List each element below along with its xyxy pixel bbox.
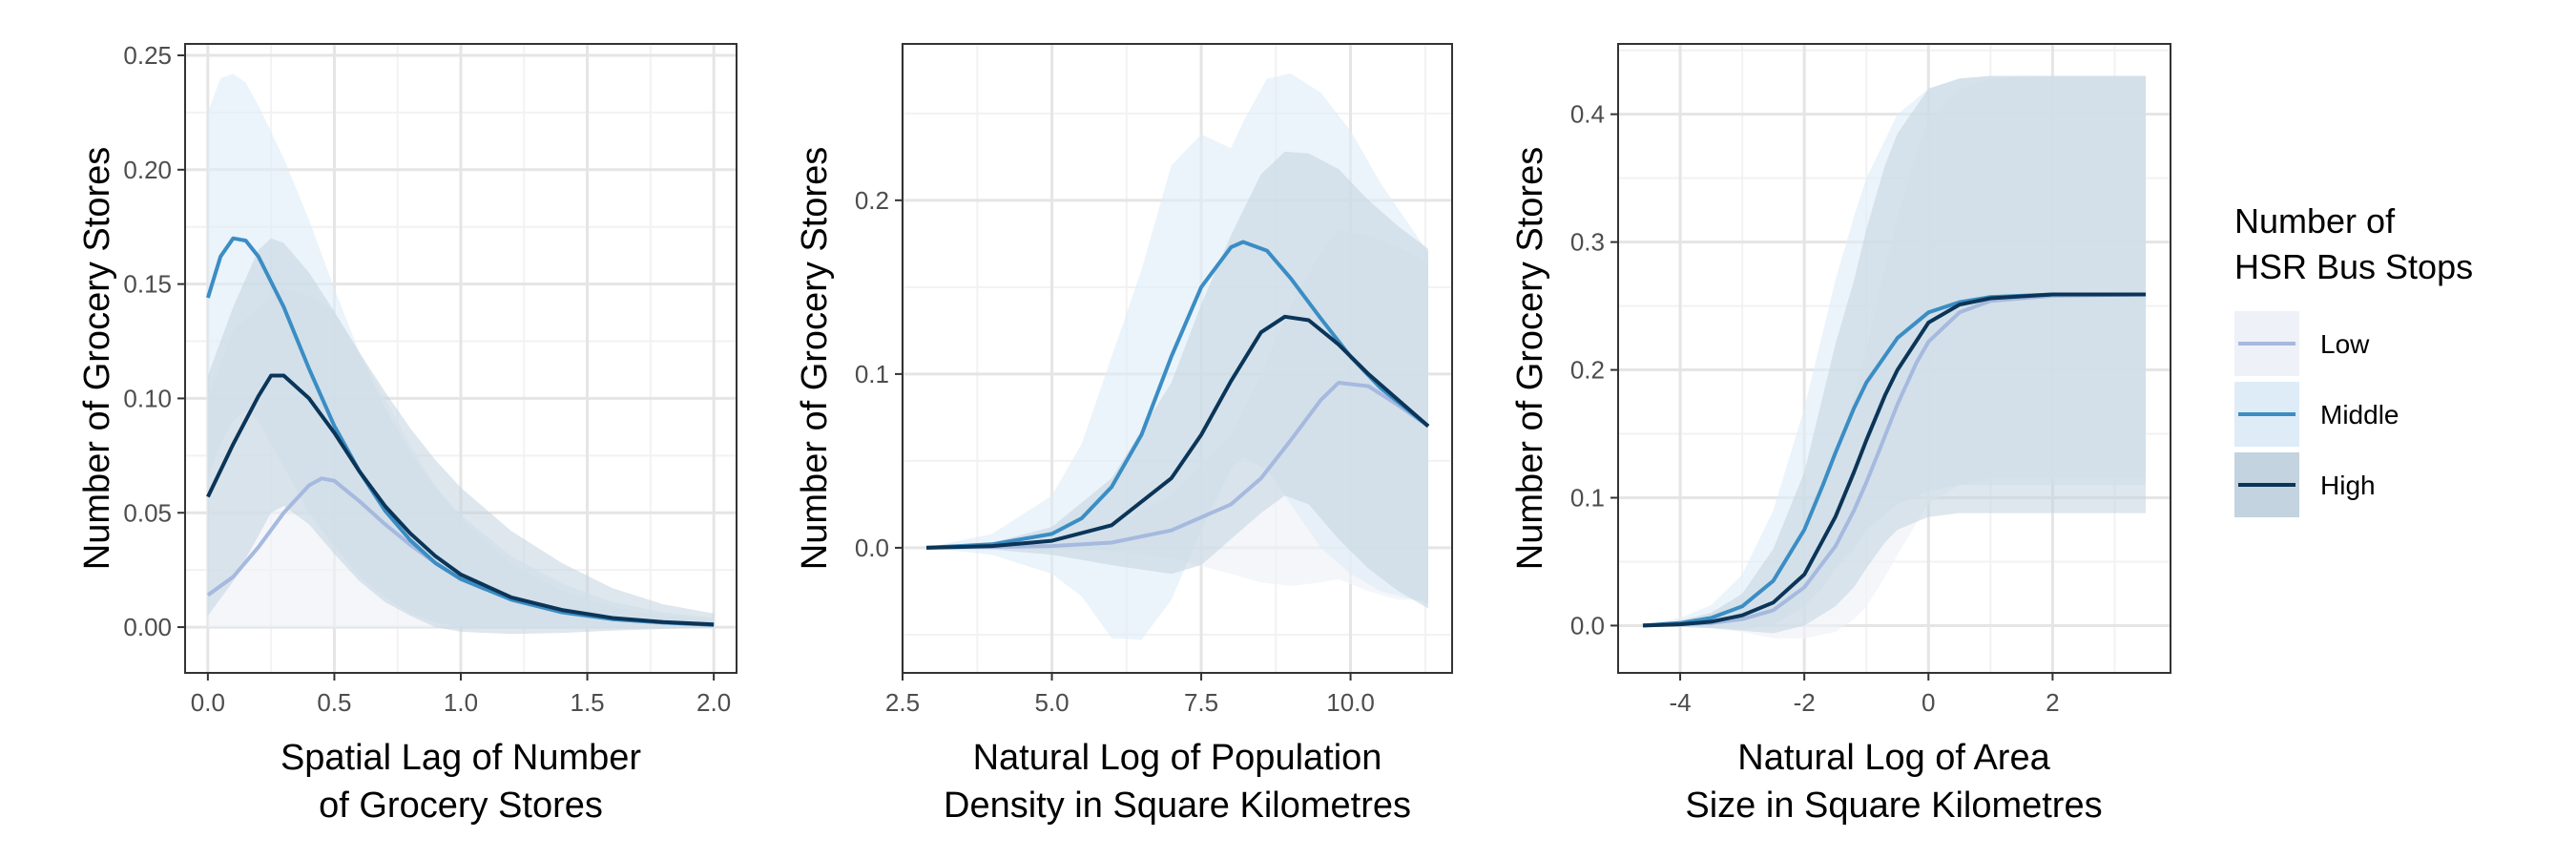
- y-tick-label: 0.0: [1570, 611, 1605, 639]
- legend-label-high: High: [2320, 471, 2376, 500]
- x-tick-label: -2: [1794, 688, 1816, 717]
- confidence-band-high: [1643, 75, 2146, 634]
- legend: Number of HSR Bus Stops Low Middle High: [2234, 201, 2473, 517]
- series-line-high: [1642, 292, 2146, 628]
- x-tick-label: 10.0: [1326, 688, 1375, 717]
- x-tick-label: 2: [2046, 688, 2059, 717]
- legend-title-line-2: HSR Bus Stops: [2234, 247, 2473, 286]
- legend-title-line-1: Number of: [2234, 201, 2396, 241]
- y-tick-label: 0.15: [123, 270, 172, 299]
- confidence-band-high: [926, 151, 1428, 609]
- y-tick-label: 0.1: [1570, 483, 1605, 512]
- x-tick-label: 7.5: [1184, 688, 1218, 717]
- x-axis-title-line-1: Spatial Lag of Number: [280, 738, 641, 778]
- x-tick-label: 0: [1922, 688, 1935, 717]
- x-tick-label: 0.0: [191, 688, 225, 717]
- x-tick-label: 0.5: [317, 688, 351, 717]
- plot-area: [1642, 75, 2147, 639]
- y-tick-label: 0.1: [855, 360, 889, 388]
- y-axis-title: Number of Grocery Stores: [77, 147, 117, 570]
- panel-border: [1617, 43, 2171, 674]
- y-tick-label: 0.4: [1570, 100, 1605, 129]
- y-tick-label: 0.2: [855, 186, 889, 215]
- legend-label-low: Low: [2320, 329, 2370, 359]
- y-tick-label: 0.25: [123, 41, 172, 70]
- y-axis-title: Number of Grocery Stores: [795, 147, 835, 570]
- confidence-band-high: [207, 238, 715, 635]
- plot-area: [205, 73, 715, 635]
- chart-panel-2: 2.5 5.0 7.5 10.0 0.0 0.1 0.2 Natural Log of Pop…: [795, 43, 1453, 826]
- chart-panel-1: 0.0 0.5 1.0 1.5 2.0 0.00 0.05 0.10 0.15 0.20 0.25 S…: [77, 41, 737, 826]
- plot-area: [925, 73, 1430, 640]
- chart-panel-3: -4 -2 0 2 0.0 0.1 0.2 0.3 0.4 Natural Log of Area…: [1510, 43, 2171, 826]
- y-tick-label: 0.00: [123, 613, 172, 641]
- x-tick-label: -4: [1669, 688, 1691, 717]
- x-axis-title-line-2: Density in Square Kilometres: [944, 786, 1411, 826]
- y-tick-label: 0.3: [1570, 228, 1605, 257]
- legend-label-middle: Middle: [2320, 400, 2399, 430]
- y-tick-label: 0.10: [123, 384, 172, 412]
- y-tick-label: 0.20: [123, 156, 172, 184]
- x-axis-title-line-1: Natural Log of Population: [973, 738, 1382, 778]
- y-tick-label: 0.0: [855, 534, 889, 562]
- series-line-high: [925, 314, 1430, 550]
- series-line-middle: [925, 240, 1430, 550]
- y-axis-title: Number of Grocery Stores: [1510, 147, 1550, 570]
- chart-panels: 0.0 0.5 1.0 1.5 2.00.000.050.100.150.200.25S…: [77, 41, 2171, 826]
- x-tick-label: 1.0: [444, 688, 478, 717]
- x-tick-label: 5.0: [1034, 688, 1069, 717]
- x-axis-title-line-1: Natural Log of Area: [1737, 738, 2050, 778]
- x-axis-title-line-2: Size in Square Kilometres: [1685, 786, 2102, 826]
- x-axis-title-line-2: of Grocery Stores: [319, 786, 603, 826]
- series-line-low: [1642, 292, 2147, 628]
- y-tick-label: 0.05: [123, 498, 172, 527]
- x-tick-label: 2.5: [885, 688, 920, 717]
- panel-border: [902, 43, 1453, 674]
- series-line-high: [206, 373, 715, 627]
- x-tick-label: 2.0: [696, 688, 731, 717]
- x-tick-label: 1.5: [570, 688, 604, 717]
- series-line-low: [925, 381, 1430, 550]
- y-tick-label: 0.2: [1570, 356, 1605, 385]
